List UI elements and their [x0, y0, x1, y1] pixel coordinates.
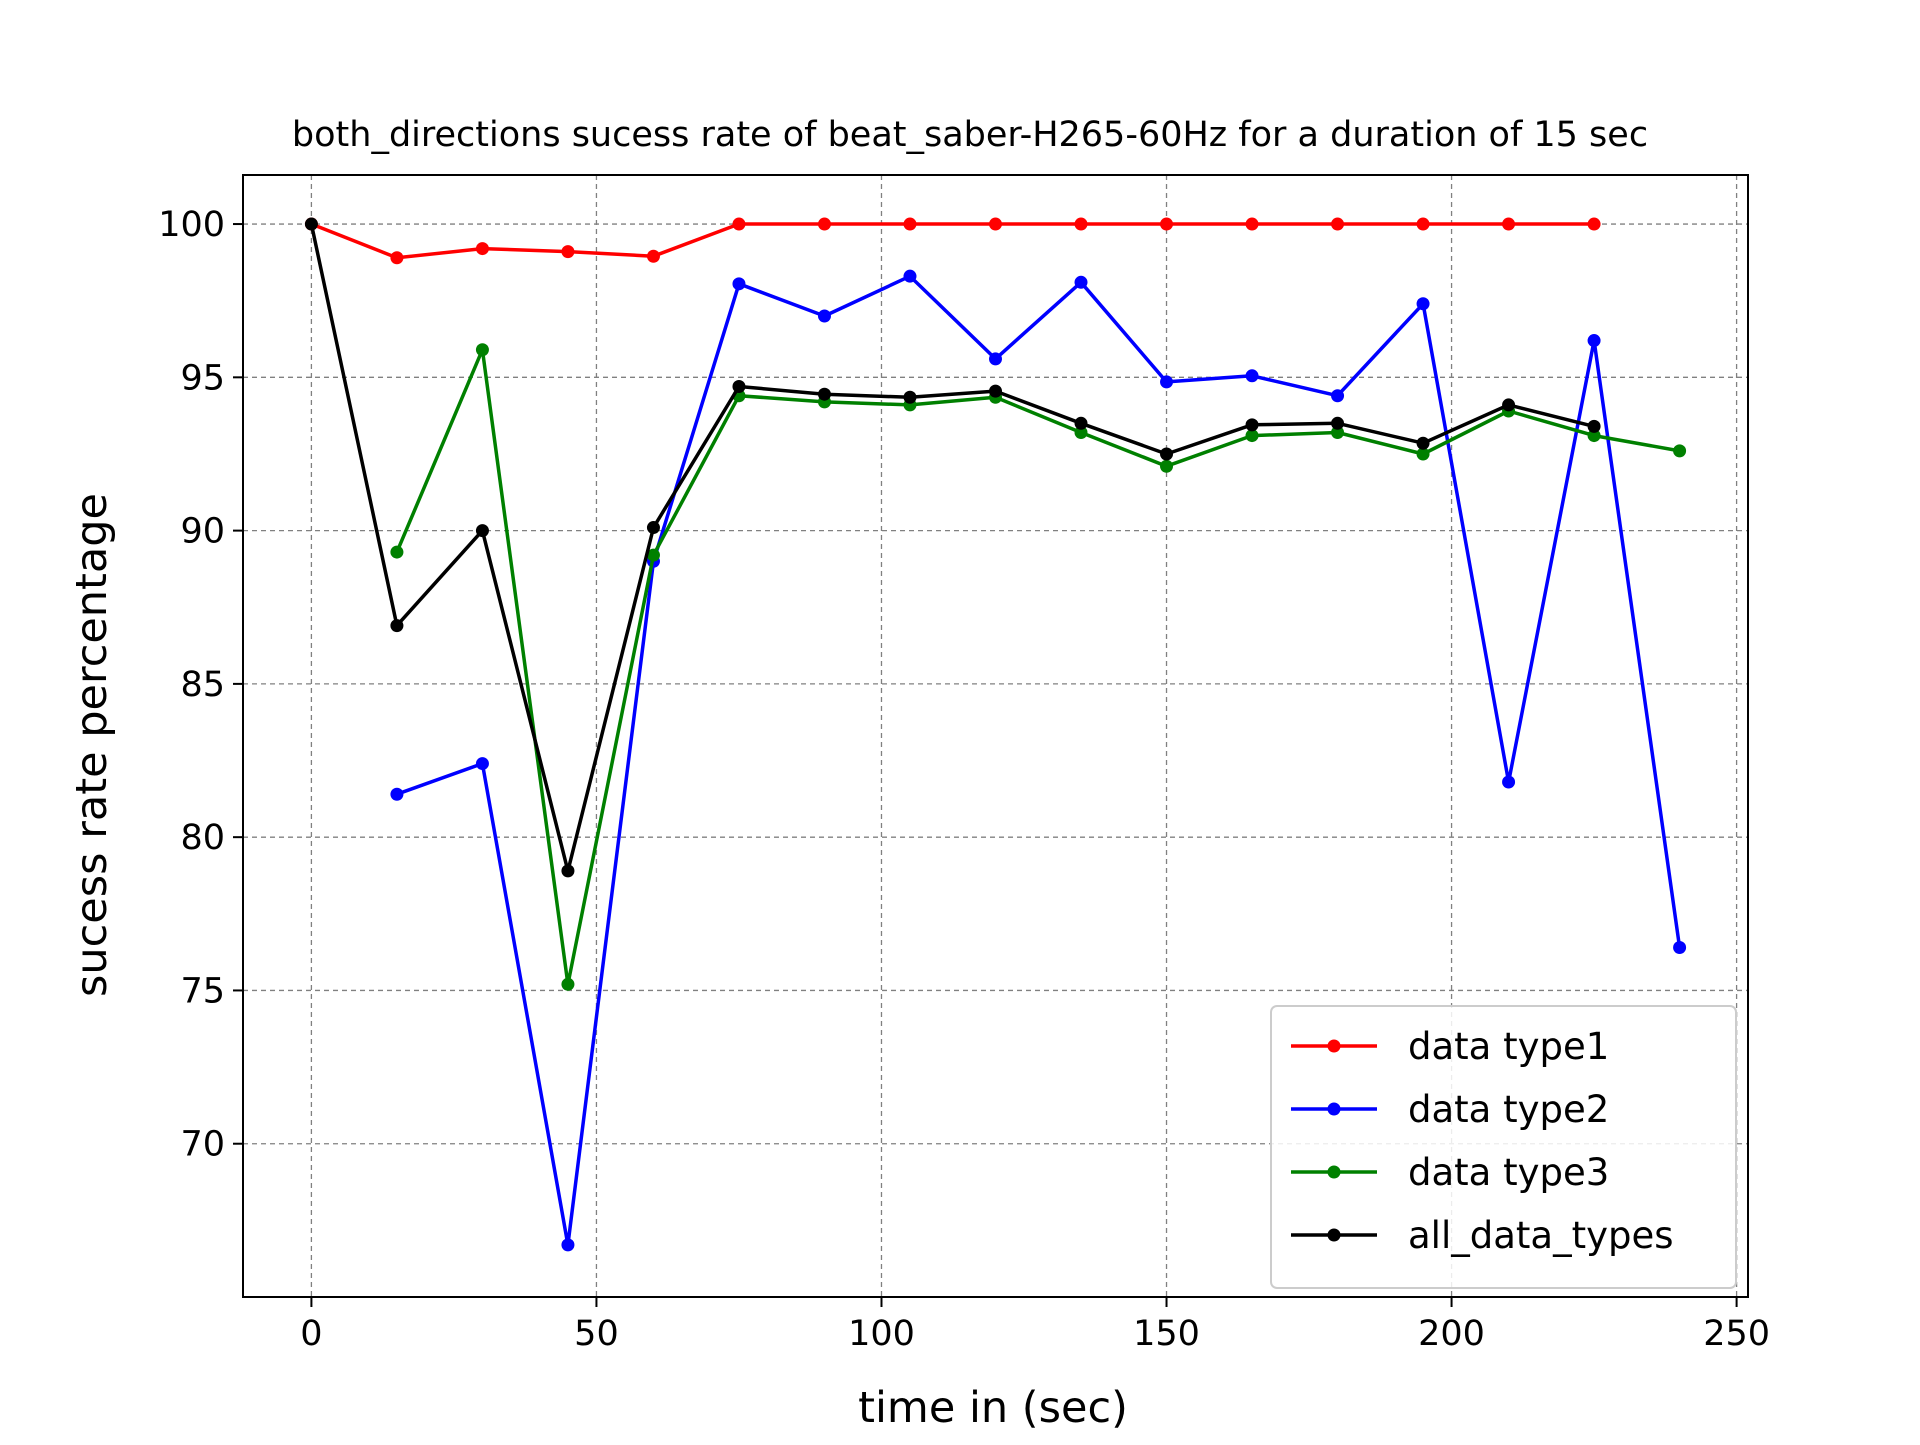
data-point-data-type1	[817, 217, 831, 231]
data-point-data-type2	[989, 352, 1002, 366]
data-point-data-type1	[903, 217, 917, 231]
legend: data type1 data type2 data type3 all_data_t…	[1270, 1005, 1737, 1289]
data-point-all-data-types	[1587, 419, 1601, 433]
x-tick-label: 150	[1133, 1314, 1200, 1354]
data-point-data-type3	[390, 545, 404, 559]
data-point-data-type2	[475, 757, 489, 771]
x-tick-label: 250	[1703, 1314, 1770, 1354]
data-point-data-type2	[817, 309, 831, 323]
data-point-data-type2	[390, 787, 404, 801]
x-tick-label: 100	[848, 1314, 915, 1354]
x-axis-label: time in (sec)	[858, 1383, 1128, 1433]
series-layer	[304, 217, 1687, 1252]
y-tick-label: 75	[180, 971, 225, 1011]
data-point-data-type2	[903, 269, 917, 283]
data-point-data-type2	[1160, 375, 1174, 389]
data-point-data-type1	[561, 245, 575, 259]
y-tick-label: 100	[158, 205, 225, 245]
data-point-data-type2	[732, 277, 746, 291]
x-tick-label: 50	[574, 1314, 619, 1354]
data-point-all-data-types	[475, 524, 489, 538]
data-point-data-type3	[1416, 447, 1430, 461]
series-data-type2	[390, 269, 1687, 1252]
data-point-data-type1	[390, 251, 404, 265]
legend-label: all_data_types	[1408, 1214, 1674, 1257]
series-line-data-type2	[396, 274, 1682, 1247]
data-point-all-data-types	[561, 864, 575, 878]
data-point-all-data-types	[903, 390, 917, 404]
data-point-data-type2	[1673, 941, 1687, 955]
y-tick-label: 90	[180, 512, 225, 552]
data-point-data-type2	[1416, 297, 1430, 311]
data-point-data-type2	[561, 1238, 575, 1252]
data-point-data-type1	[989, 217, 1002, 231]
data-point-data-type1	[646, 249, 660, 263]
series-data-type1	[304, 217, 1601, 265]
data-point-data-type2	[1502, 775, 1516, 789]
legend-label: data type3	[1408, 1151, 1609, 1194]
y-tick-label: 85	[180, 665, 225, 705]
data-point-data-type2	[1331, 389, 1345, 403]
data-point-all-data-types	[732, 380, 746, 394]
data-point-data-type1	[732, 217, 746, 231]
y-tick-label: 95	[180, 358, 225, 398]
series-all-data-types	[304, 217, 1601, 878]
legend-label: data type1	[1408, 1025, 1609, 1068]
data-point-all-data-types	[304, 217, 318, 231]
data-point-all-data-types	[989, 384, 1002, 398]
data-point-all-data-types	[1331, 416, 1345, 430]
data-point-data-type3	[561, 977, 575, 991]
data-point-data-type2	[1074, 275, 1088, 289]
y-tick-label: 70	[180, 1125, 225, 1165]
data-point-data-type3	[1331, 426, 1345, 440]
data-point-all-data-types	[1074, 416, 1088, 430]
legend-swatch-marker	[1327, 1165, 1341, 1179]
tick-layer: 0 50 100 150 200 250 70 75 80 85 90 95 100	[158, 205, 1770, 1354]
series-line-data-type1	[310, 222, 1595, 260]
plot-frame	[242, 174, 1749, 1298]
data-point-data-type3	[1245, 429, 1259, 443]
data-point-data-type1	[1331, 217, 1345, 231]
legend-swatch-marker	[1327, 1039, 1341, 1053]
legend-label: data type2	[1408, 1088, 1609, 1131]
data-point-data-type3	[1160, 459, 1174, 473]
legend-swatch-marker	[1327, 1102, 1341, 1116]
series-line-all-data-types	[309, 223, 1595, 873]
y-axis-label: sucess rate percentage	[67, 493, 117, 997]
chart-title: both_directions sucess rate of beat_sabe…	[292, 115, 1648, 155]
data-point-data-type3	[1587, 429, 1601, 443]
data-point-all-data-types	[1502, 398, 1516, 412]
data-point-all-data-types	[390, 619, 404, 633]
data-point-data-type1	[1160, 217, 1174, 231]
series-line-data-type3	[395, 347, 1680, 987]
data-point-data-type1	[1245, 217, 1259, 231]
data-point-data-type3	[475, 343, 489, 357]
data-point-data-type1	[1502, 217, 1516, 231]
data-point-data-type3	[646, 548, 660, 562]
data-point-data-type1	[1416, 217, 1430, 231]
data-point-all-data-types	[646, 521, 660, 535]
data-point-all-data-types	[817, 387, 831, 401]
legend-box	[1270, 1005, 1737, 1289]
data-point-data-type1	[1587, 217, 1601, 231]
data-point-all-data-types	[1160, 447, 1174, 461]
data-point-data-type2	[1587, 334, 1601, 348]
data-point-data-type3	[1074, 426, 1088, 440]
x-tick-label: 0	[300, 1314, 322, 1354]
data-point-data-type3	[1673, 444, 1687, 458]
data-point-data-type1	[1074, 217, 1088, 231]
x-tick-label: 200	[1418, 1314, 1485, 1354]
data-point-data-type2	[1245, 369, 1259, 383]
legend-swatch-marker	[1327, 1228, 1341, 1242]
data-point-data-type1	[475, 242, 489, 256]
data-point-all-data-types	[1416, 436, 1430, 450]
y-tick-label: 80	[180, 818, 225, 858]
data-point-all-data-types	[1245, 418, 1259, 432]
